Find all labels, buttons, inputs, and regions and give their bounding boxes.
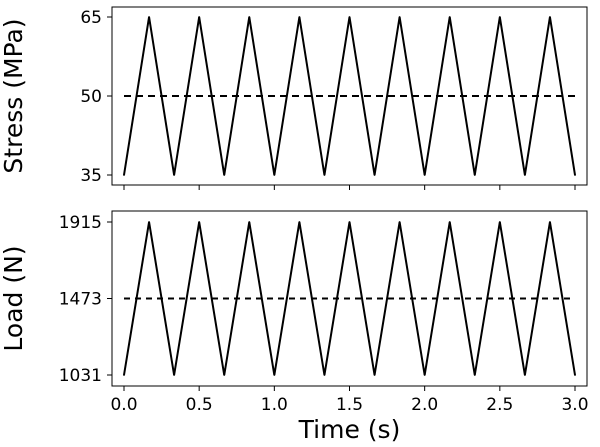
- stress-wave-point: [523, 174, 526, 176]
- load-x-tick-label: 2.0: [411, 395, 438, 415]
- stress-wave-point: [198, 16, 201, 18]
- load-wave-point: [523, 374, 526, 376]
- load-x-axis-label: Time (s): [298, 415, 401, 444]
- load-wave-point: [198, 221, 201, 223]
- load-wave-point: [123, 374, 125, 376]
- stress-y-tick-label: 50: [80, 87, 102, 107]
- stress-plot-frame: [111, 6, 588, 186]
- load-wave-point: [423, 374, 426, 376]
- load-wave-point: [148, 221, 150, 223]
- load-x-tick-label: 0.0: [110, 395, 137, 415]
- stress-wave-point: [473, 174, 476, 176]
- stress-wave-point: [273, 174, 276, 176]
- stress-wave-point: [448, 16, 451, 18]
- load-wave-point: [398, 221, 401, 223]
- stress-wave-point: [123, 174, 125, 176]
- load-wave-point: [323, 374, 326, 376]
- stress-wave-point: [423, 174, 426, 176]
- load-wave-point: [574, 374, 576, 376]
- load-x-tick-label: 3.0: [561, 395, 588, 415]
- stress-wave-point: [173, 174, 176, 176]
- stress-y-tick-label: 35: [80, 166, 102, 186]
- load-x-tick-label: 0.5: [186, 395, 213, 415]
- load-wave-point: [549, 221, 551, 223]
- load-wave-point: [173, 374, 176, 376]
- load-wave-point: [473, 374, 476, 376]
- load-wave-point: [373, 374, 376, 376]
- load-y-tick-label: 1031: [59, 366, 102, 386]
- stress-wave-point: [398, 16, 401, 18]
- stress-wave-point: [574, 174, 576, 176]
- load-wave-point: [298, 221, 301, 223]
- stress-wave-point: [223, 174, 226, 176]
- load-wave-point: [248, 221, 251, 223]
- stress-wave-point: [298, 16, 301, 18]
- stress-y-tick-label: 65: [80, 8, 102, 28]
- stress-wave-point: [348, 16, 351, 18]
- stress-wave-point: [148, 16, 150, 18]
- load-y-tick-label: 1915: [59, 213, 102, 233]
- stress-wave-point: [498, 16, 501, 18]
- load-wave-point: [348, 221, 351, 223]
- stress-y-axis-label: Stress (MPa): [0, 18, 28, 173]
- load-y-axis-label: Load (N): [0, 245, 28, 351]
- load-x-tick-label: 1.5: [336, 395, 363, 415]
- stress-wave-point: [549, 16, 551, 18]
- load-x-tick-label: 2.5: [486, 395, 513, 415]
- load-y-tick-label: 1473: [59, 290, 102, 310]
- load-wave-point: [273, 374, 276, 376]
- stress-panel: 35 50 65 Stress (MPa): [0, 6, 588, 190]
- stress-wave-point: [248, 16, 251, 18]
- stress-wave-point: [373, 174, 376, 176]
- load-wave-point: [448, 221, 451, 223]
- load-x-tick-label: 1.0: [261, 395, 288, 415]
- stress-triangle-wave: [123, 16, 576, 176]
- load-wave-point: [223, 374, 226, 376]
- load-panel: 1031 1473 1915 0.0 0.5 1.0 1.5 2.0 2.5 3.0 Load (N…: [0, 210, 589, 444]
- load-wave-point: [498, 221, 501, 223]
- stress-wave-point: [323, 174, 326, 176]
